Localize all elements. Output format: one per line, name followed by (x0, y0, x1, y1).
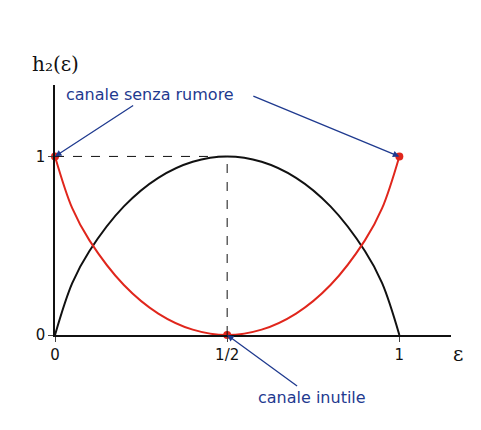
svg-text:0: 0 (50, 346, 60, 364)
svg-text:0: 0 (36, 326, 46, 344)
svg-text:1: 1 (395, 346, 405, 364)
svg-text:ε: ε (453, 342, 463, 366)
svg-text:canale senza rumore: canale senza rumore (66, 85, 234, 104)
svg-text:1/2: 1/2 (215, 346, 239, 364)
svg-text:canale inutile: canale inutile (258, 388, 366, 407)
svg-text:h₂(ε): h₂(ε) (32, 52, 79, 76)
svg-text:1: 1 (36, 148, 46, 166)
